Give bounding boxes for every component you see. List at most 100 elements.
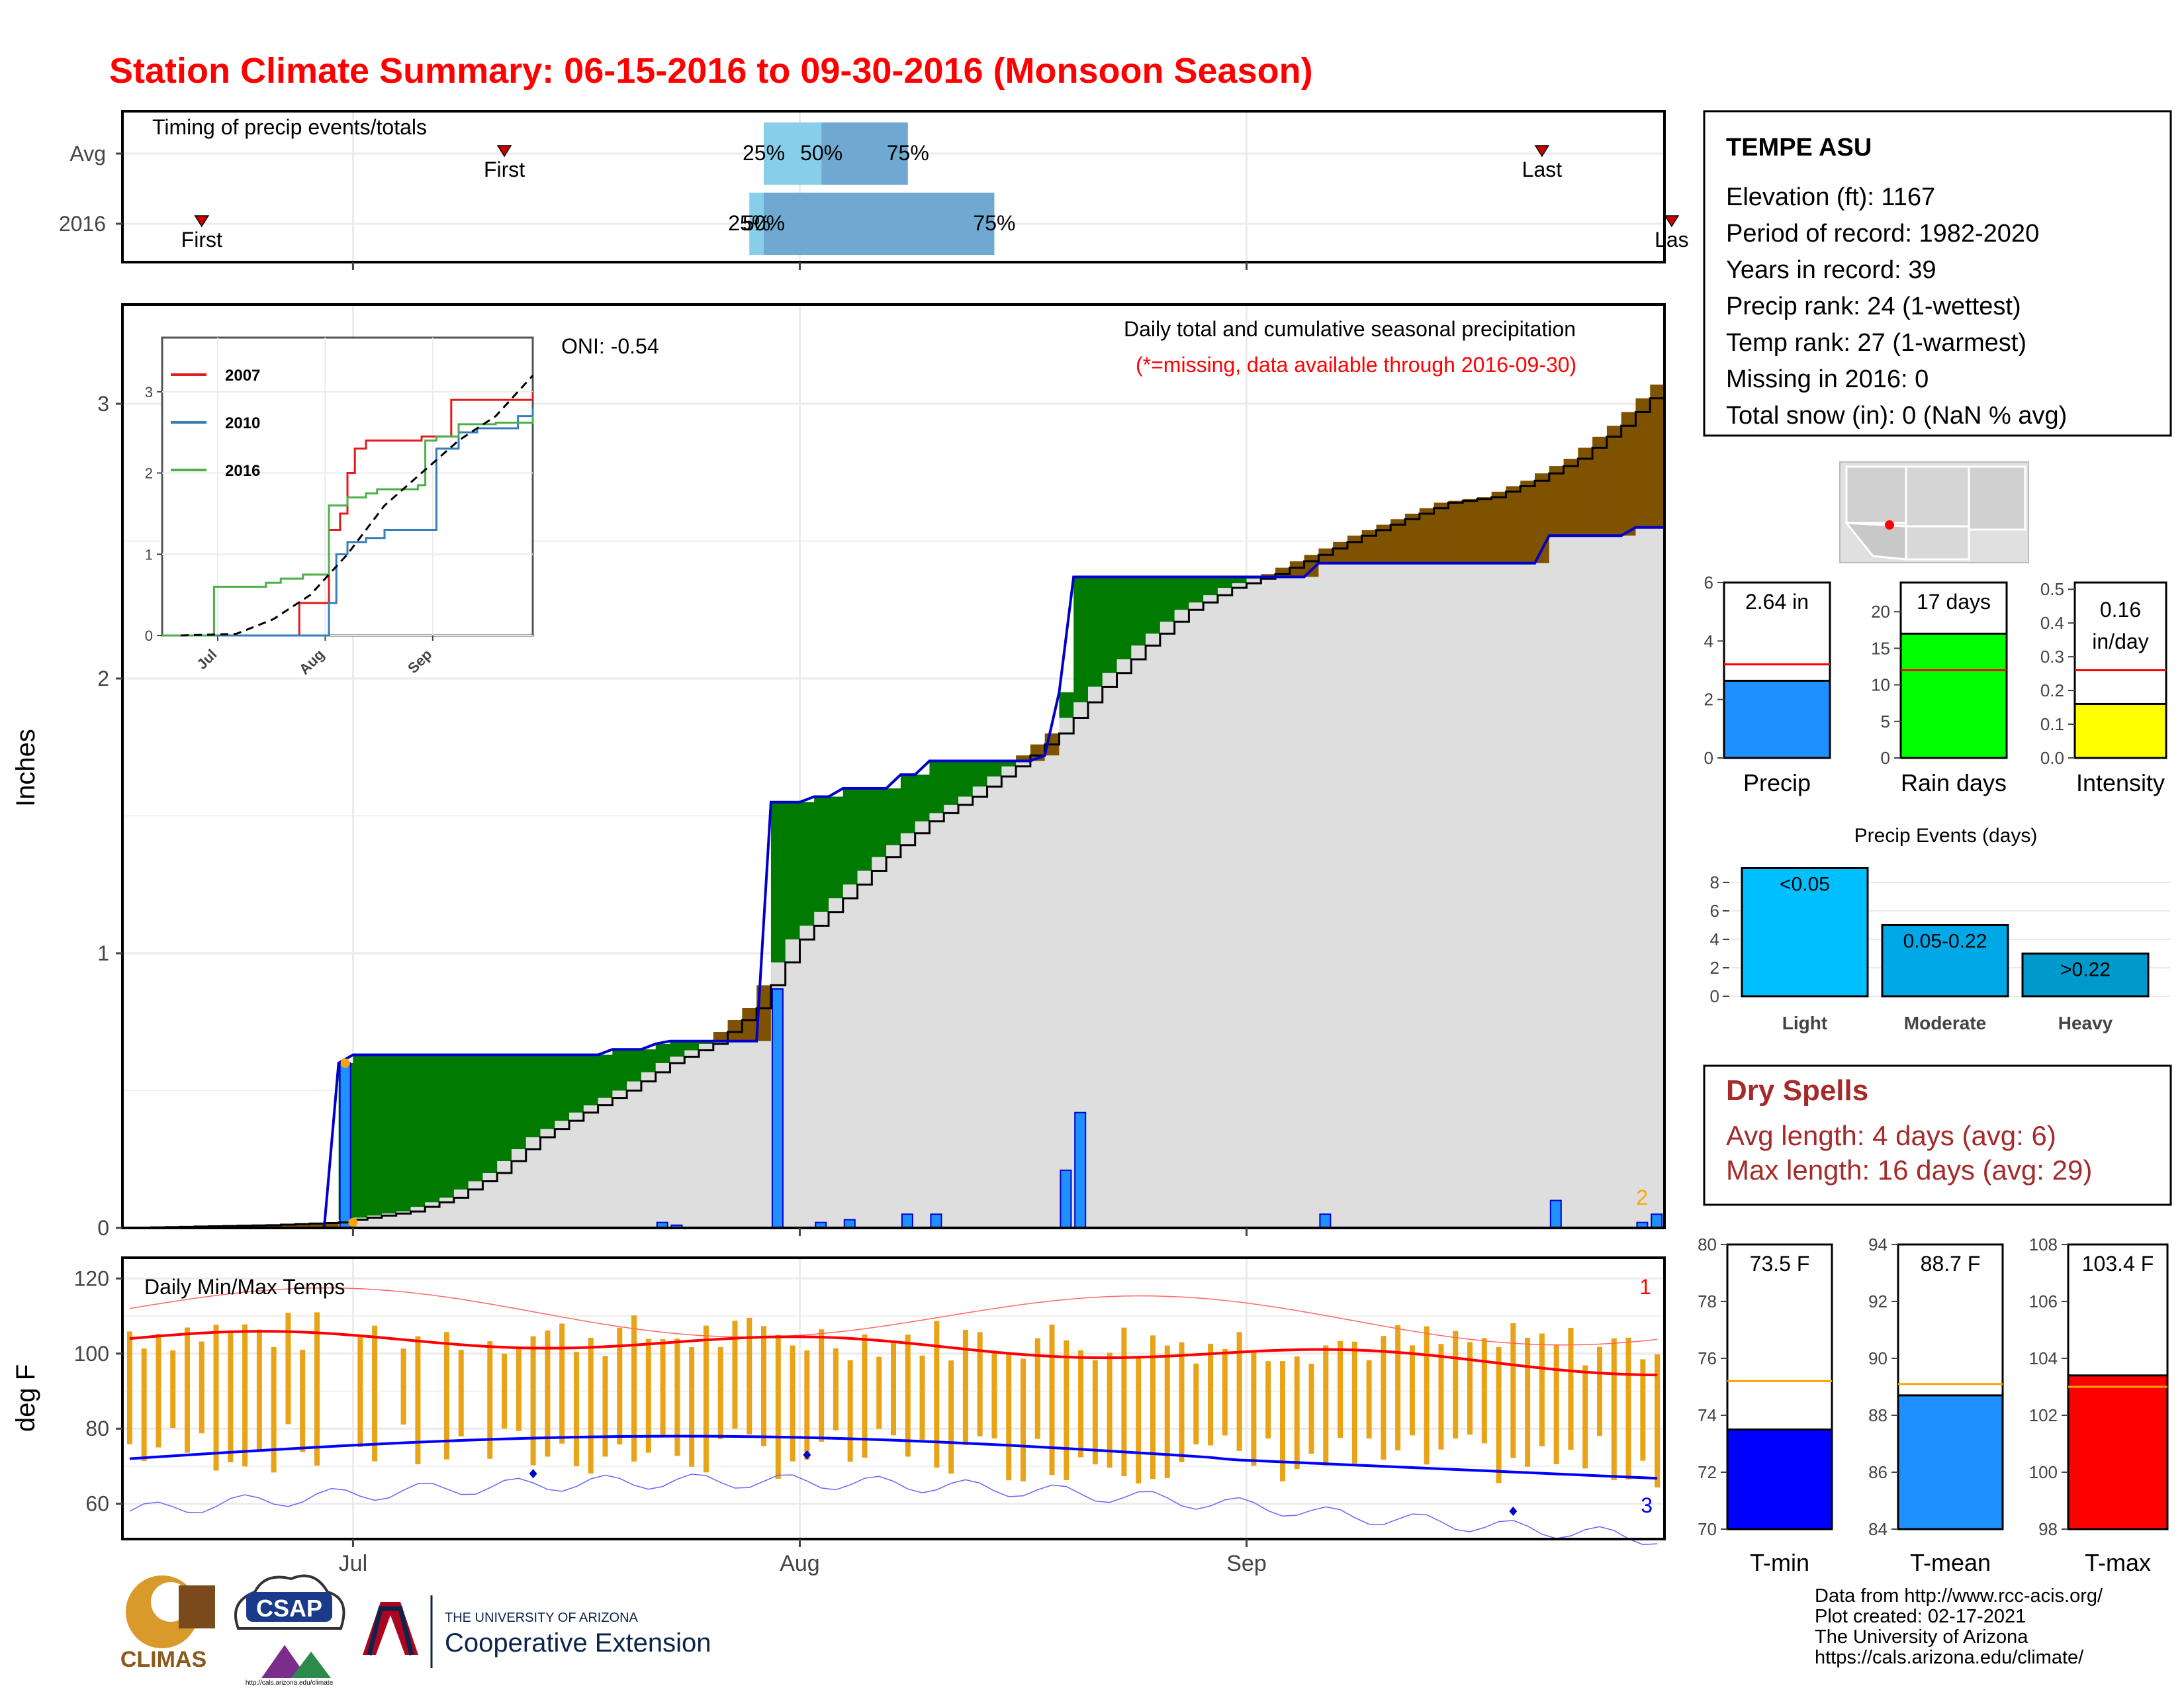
- summary-bar-tick-label: 92: [1868, 1291, 1888, 1311]
- daily-temp-range-bar: [905, 1335, 911, 1457]
- missing-note: (*=missing, data available through 2016-…: [1136, 353, 1576, 377]
- daily-temp-range-bar: [1236, 1332, 1242, 1451]
- summary-bar-tick-label: 78: [1698, 1291, 1717, 1311]
- average-cumulative-line: [122, 384, 1666, 1229]
- station-line-snow: Total snow (in): 0 (NaN % avg): [1726, 402, 2067, 430]
- daily-precip-bar: [1319, 1213, 1332, 1229]
- daily-temp-range-bar: [1136, 1356, 1142, 1484]
- below-minimum-fill: [453, 1189, 469, 1228]
- daily-temp-range-bar: [1049, 1324, 1055, 1476]
- below-average-fill: [1347, 536, 1363, 563]
- below-minimum-fill: [670, 1056, 685, 1228]
- precip-panel: Daily total and cumulative seasonal prec…: [11, 303, 1666, 1240]
- daily-temp-range-bar: [141, 1348, 147, 1462]
- climas-logo-text: CLIMAS: [120, 1647, 206, 1672]
- below-minimum-fill: [958, 796, 974, 1228]
- daily-temp-range-bar: [674, 1338, 680, 1456]
- summary-bar-value-t-mean: [1897, 1394, 2004, 1530]
- daily-temp-range-bar: [1611, 1338, 1617, 1480]
- below-average-fill: [1563, 459, 1578, 536]
- below-minimum-fill: [381, 1213, 397, 1228]
- above-average-fill: [1203, 577, 1218, 596]
- summary-bar-tick-label: 80: [1698, 1235, 1717, 1254]
- temp-xtick-label: Aug: [780, 1551, 820, 1576]
- below-minimum-fill: [684, 1050, 700, 1228]
- daily-temp-range-bar: [1150, 1335, 1156, 1479]
- average-max-line: [129, 1330, 1658, 1377]
- daily-temp-range-bar: [199, 1341, 205, 1434]
- summary-bar-tick-label: 102: [2029, 1405, 2058, 1425]
- summary-bar-value-intensity: [2073, 702, 2167, 759]
- below-minimum-fill: [583, 1105, 599, 1228]
- daily-temp-range-bar: [415, 1336, 421, 1465]
- cumulative-2016-line: [122, 526, 1664, 1229]
- footer-credits: Data from http://www.rcc-acis.org/ Plot …: [1815, 1585, 2103, 1668]
- above-average-fill: [1073, 577, 1089, 702]
- below-average-fill: [251, 1225, 267, 1228]
- below-average-fill: [310, 1223, 325, 1228]
- below-minimum-fill: [1160, 622, 1175, 1228]
- temps-label: Daily Min/Max Temps: [144, 1275, 345, 1299]
- events-bar-range: <0.05: [1780, 874, 1830, 896]
- below-minimum-fill: [1376, 563, 1391, 1228]
- daily-temp-range-bar: [357, 1336, 363, 1447]
- temps-marker-top: 1: [1639, 1275, 1651, 1299]
- daily-temp-range-bar: [1366, 1360, 1372, 1439]
- timing-marker: [1664, 215, 1680, 228]
- station-line-period: Period of record: 1982-2020: [1726, 220, 2039, 248]
- precip-ytick-label: 0: [97, 1216, 109, 1240]
- above-average-fill: [555, 1055, 570, 1121]
- below-minimum-fill: [1535, 563, 1550, 1228]
- below-minimum-fill: [1304, 577, 1319, 1228]
- daily-temp-range-bar: [602, 1356, 608, 1457]
- below-minimum-fill: [713, 1041, 729, 1228]
- inset-legend-2007: 2007: [225, 367, 260, 385]
- summary-bar-label: Rain days: [1901, 769, 2007, 796]
- below-average-fill: [1621, 412, 1637, 536]
- summary-bar-value-label: 17 days: [1917, 590, 1991, 614]
- below-minimum-fill: [1275, 577, 1291, 1228]
- below-minimum-fill: [1087, 686, 1103, 1228]
- daily-temp-range-bar: [1481, 1338, 1487, 1444]
- below-minimum-fill: [1650, 527, 1665, 1228]
- temp-xtick-label: Sep: [1226, 1551, 1267, 1576]
- summary-bar-tick-label: 6: [1704, 573, 1713, 592]
- below-minimum-fill: [1289, 577, 1305, 1228]
- timing-bar-lower: [749, 193, 764, 255]
- timing-marker: [496, 145, 512, 158]
- temperature-summary-bars: 70 72 74 76 78 80 73.5 F T-min 84 86 88 90 92 94 88.7 …: [1698, 1235, 2169, 1576]
- below-minimum-fill: [742, 1041, 757, 1228]
- summary-bar-tick-label: 20: [1871, 602, 1890, 622]
- temps-marker-bottom: 3: [1641, 1493, 1653, 1517]
- below-minimum-fill: [396, 1211, 412, 1228]
- daily-temp-range-bar: [1020, 1358, 1026, 1481]
- precip-ytick-label: 2: [97, 667, 109, 690]
- csap-logo-text: CSAP: [256, 1595, 322, 1622]
- inset-ytick-label: 3: [145, 384, 153, 400]
- above-average-fill: [1160, 577, 1175, 622]
- above-average-fill: [1087, 577, 1103, 687]
- precip-corner-label: 2: [1636, 1186, 1648, 1209]
- daily-temp-range-bar: [1568, 1327, 1574, 1450]
- daily-precip-bar: [1060, 1169, 1072, 1229]
- above-average-fill: [929, 761, 944, 814]
- below-minimum-fill: [468, 1181, 483, 1228]
- below-minimum-fill: [1578, 536, 1593, 1229]
- temp-ytick-label: 100: [74, 1342, 109, 1366]
- daily-temp-range-bar: [285, 1313, 291, 1425]
- summary-bar-tick-label: 104: [2029, 1348, 2058, 1368]
- daily-temp-range-bar: [804, 1350, 810, 1460]
- events-tick-label: 4: [1710, 929, 1719, 949]
- summary-bar-label: T-min: [1750, 1549, 1809, 1576]
- events-bar-range: >0.22: [2060, 959, 2111, 981]
- ua-cooperative-extension: Cooperative Extension: [445, 1628, 711, 1658]
- summary-bar-tick-label: 0: [1881, 748, 1890, 768]
- summary-bar-value-precip: [1723, 679, 1831, 759]
- daily-temp-range-bar: [1193, 1363, 1199, 1444]
- below-average-fill: [1289, 561, 1305, 577]
- summary-bar-tick-label: 74: [1698, 1405, 1717, 1425]
- summary-bar-tick-label: 100: [2029, 1462, 2058, 1482]
- above-average-fill: [497, 1055, 512, 1162]
- record-low-marker: [803, 1450, 811, 1460]
